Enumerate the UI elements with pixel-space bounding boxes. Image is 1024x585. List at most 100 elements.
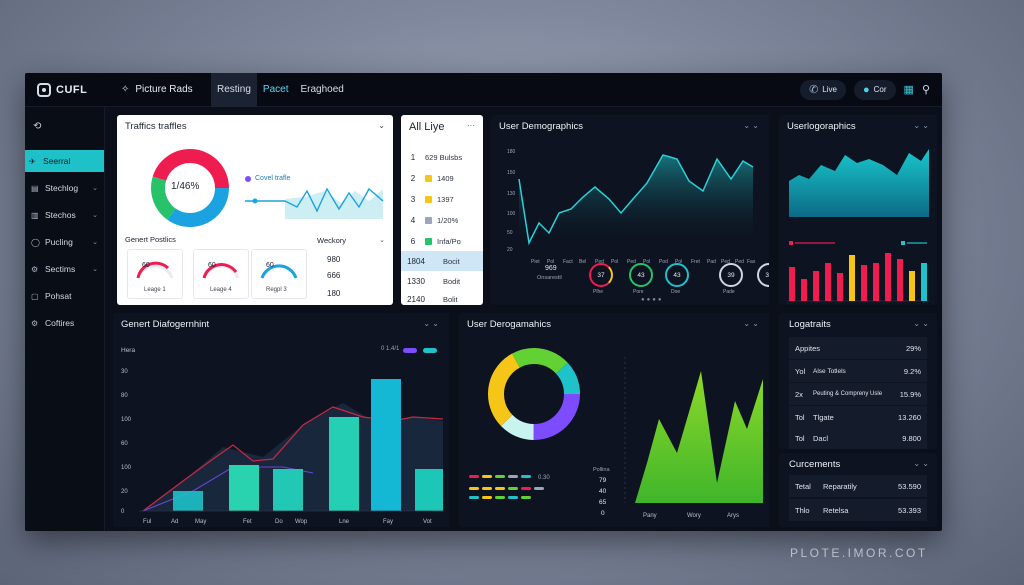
side-label: Pollina <box>593 467 610 473</box>
ring-stat-label: Doe <box>671 289 681 295</box>
list-item-text: 629 Bulsbs <box>425 152 463 162</box>
list-item-text: Bocit <box>443 256 460 266</box>
live-button[interactable]: ✆ Live <box>800 79 846 100</box>
chevron-down-icon[interactable]: ⌄ ⌄ <box>423 319 439 328</box>
x-tick-label: Pol <box>643 259 650 265</box>
y-tick-label: 180 <box>507 149 516 155</box>
list-item-num: 6 <box>410 236 416 246</box>
color-legend: 0.30 <box>469 475 569 511</box>
gauge-3: 60 Regpl 3 <box>251 249 307 299</box>
ring-stat-3: 43 <box>665 263 689 287</box>
side-value: 79 <box>599 477 607 484</box>
gauge-label: Leage 1 <box>144 287 166 293</box>
more-icon[interactable]: ··· <box>467 121 475 130</box>
cell: Peuting & Compreny Usle <box>813 391 883 397</box>
dashboard-window: CUFL ✧ Picture Rads Resting Pacet Eragho… <box>25 73 942 531</box>
y-tick-label: 30 <box>121 369 128 375</box>
table-row[interactable]: Tol Dacl 9.800 <box>789 427 927 449</box>
live-label: Live <box>822 85 837 94</box>
chevron-down-icon[interactable]: ⌄ ⌄ <box>913 319 929 328</box>
table-row[interactable]: Tetal Reparatily 53.590 <box>789 475 927 497</box>
x-tick-label: Pad <box>707 259 716 265</box>
app-logo[interactable]: CUFL <box>25 82 117 97</box>
cell: 13.260 <box>898 412 921 422</box>
chevron-down-icon[interactable]: ⌄ ⌄ <box>743 121 759 130</box>
table-row[interactable]: 2x Peuting & Compreny Usle 15.9% <box>789 383 927 405</box>
all-live-card: All Liye ··· 1 629 Bulsbs 2 1409 3 1397 … <box>401 115 483 305</box>
table-row[interactable]: Tol Tlgate 13.260 <box>789 406 927 428</box>
tab-eraghoed[interactable]: Eraghoed <box>300 84 344 95</box>
list-item[interactable]: 6 Infa/Po <box>401 231 483 251</box>
traffic-title: Traffics traffles <box>125 121 187 132</box>
table-row[interactable]: Yol Alse Totlels 9.2% <box>789 360 927 382</box>
grid-icon[interactable]: ▦ <box>903 84 914 96</box>
cell: Appites <box>795 343 821 353</box>
y-tick-label: 100 <box>507 211 516 217</box>
sidebar-item-sectims[interactable]: ⚙ Sectims ⌄ <box>25 258 104 280</box>
y-tick-label: 100 <box>121 465 132 471</box>
sidebar-item-seerral[interactable]: ✈ Seerral <box>25 150 104 172</box>
legend-line <box>795 242 835 244</box>
list-item-text: 1409 <box>437 173 454 183</box>
list-item-selected[interactable]: 1804 Bocit <box>401 251 483 271</box>
combo-chart: 30 80 100 60 100 20 0 Ful Ad May Fet <box>121 369 444 525</box>
y-tick-label: 80 <box>121 393 128 399</box>
ring-stat-1: 37 <box>589 263 613 287</box>
sidebar-item-pucling[interactable]: ◯ Pucling ⌄ <box>25 231 104 253</box>
watermark: PLOTE.IMOR.COT <box>790 546 928 560</box>
x-tick-label: Ped <box>721 259 730 265</box>
list-item[interactable]: 4 1/20% <box>401 210 483 230</box>
sidebar-item-stechos[interactable]: ▥ Stechos ⌄ <box>25 204 104 226</box>
legend-teal <box>423 348 437 353</box>
pagination-dots[interactable]: ●●●● <box>641 297 664 303</box>
ring-stat-5: 39 <box>757 263 769 287</box>
user-button[interactable]: ● Cor <box>853 79 896 100</box>
square-icon <box>425 216 432 224</box>
square-icon <box>425 237 432 245</box>
green-area-chart: Pany Wory Arys <box>624 357 763 519</box>
list-item[interactable]: 1 629 Bulsbs <box>401 147 483 167</box>
logatraits-card: Logatraits ⌄ ⌄ Appites 29% Yol Alse Totl… <box>779 313 937 449</box>
list-item[interactable]: 2140 Bolit <box>401 289 483 305</box>
table-row[interactable]: Thlo Retelsa 53.393 <box>789 499 927 521</box>
x-tick-label: Arys <box>727 513 739 519</box>
sidebar-item-stechlog[interactable]: ▤ Stechlog ⌄ <box>25 177 104 199</box>
series-label: Hera <box>121 347 136 354</box>
sidebar: ⟲ ✈ Seerral ▤ Stechlog ⌄ ▥ Stechos ⌄ ◯ P… <box>25 107 105 531</box>
chevron-down-icon[interactable]: ⌄ <box>378 121 385 130</box>
stat-main-value: 969 <box>545 265 557 272</box>
settings-icon: ⚙ <box>31 318 39 328</box>
sidebar-item-label: Stechos <box>45 210 76 220</box>
tab-resting[interactable]: Resting <box>211 73 257 107</box>
traffic-legend: Covel trafle <box>245 175 290 182</box>
ring-icon: ◯ <box>31 237 40 247</box>
chevron-down-icon[interactable]: ⌄ ⌄ <box>913 459 929 468</box>
sidebar-toggle-icon[interactable]: ⟲ <box>33 121 42 132</box>
person-icon[interactable]: ⚲ <box>921 84 930 96</box>
sidebar-item-coftires[interactable]: ⚙ Coftires <box>25 312 104 334</box>
square-icon <box>425 195 432 203</box>
list-item[interactable]: 2 1409 <box>401 168 483 188</box>
chevron-down-icon[interactable]: ⌄ ⌄ <box>743 319 759 328</box>
tab-pacet[interactable]: Pacet <box>262 84 289 95</box>
list-item-text: 1397 <box>437 194 454 204</box>
weekday-dropdown[interactable]: Weckory ⌄ <box>317 233 385 247</box>
list-item-num: 1804 <box>407 256 425 266</box>
cell: Reparatily <box>823 481 857 491</box>
list-item[interactable]: 3 1397 <box>401 189 483 209</box>
chevron-down-icon[interactable]: ⌄ ⌄ <box>913 121 929 130</box>
user-derogamahics-card: User Derogamahics ⌄ ⌄ 0.30 <box>459 313 769 527</box>
list-item-text: Bolit <box>443 294 458 304</box>
all-live-title: All Liye <box>409 121 445 133</box>
list-item[interactable]: 1330 Bodit <box>401 271 483 291</box>
sidebar-item-pohsat[interactable]: ▢ Pohsat <box>25 285 104 307</box>
x-tick-label: Wory <box>687 513 701 519</box>
area-chart <box>789 149 929 217</box>
x-tick-label: Piet <box>531 259 540 265</box>
legend-label: Covel trafle <box>255 175 291 182</box>
table-row[interactable]: Appites 29% <box>789 337 927 359</box>
x-tick-label: Vot <box>423 519 432 525</box>
legend-line <box>907 242 927 244</box>
users-icon: ● <box>862 83 870 96</box>
traffic-line-chart <box>245 187 384 219</box>
